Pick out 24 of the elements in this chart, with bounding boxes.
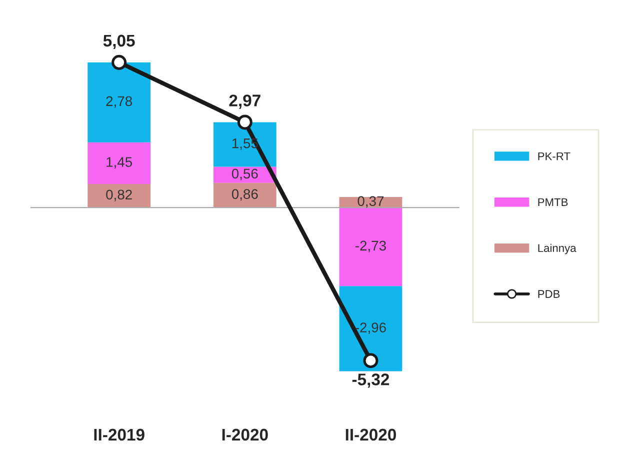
x-tick-label: II-2020 bbox=[346, 428, 396, 441]
bar bbox=[88, 184, 151, 208]
data-label: -2,73 bbox=[356, 240, 386, 252]
bar bbox=[213, 182, 276, 208]
data-label: 0,86 bbox=[232, 189, 258, 201]
data-label: 2,97 bbox=[229, 94, 260, 109]
legend-label: PMTB bbox=[538, 198, 568, 206]
data-label: 5,05 bbox=[103, 34, 135, 50]
legend-label: PDB bbox=[538, 290, 560, 298]
bar bbox=[88, 142, 151, 184]
data-label: 2,78 bbox=[106, 96, 132, 108]
data-label: 0,37 bbox=[358, 196, 384, 208]
legend-label: PK-RT bbox=[538, 152, 570, 160]
data-label: 0,82 bbox=[106, 190, 132, 202]
x-tick-label: II-2019 bbox=[94, 428, 144, 441]
data-label: 0,56 bbox=[232, 168, 258, 180]
bar bbox=[339, 286, 402, 372]
bar bbox=[339, 208, 402, 286]
data-label: -5,32 bbox=[352, 374, 390, 388]
bar bbox=[88, 62, 151, 142]
data-label: 1,45 bbox=[106, 157, 132, 169]
x-tick-label: I-2020 bbox=[222, 428, 268, 441]
legend-label: Lainnya bbox=[538, 244, 576, 254]
data-label: -2,96 bbox=[356, 322, 386, 334]
